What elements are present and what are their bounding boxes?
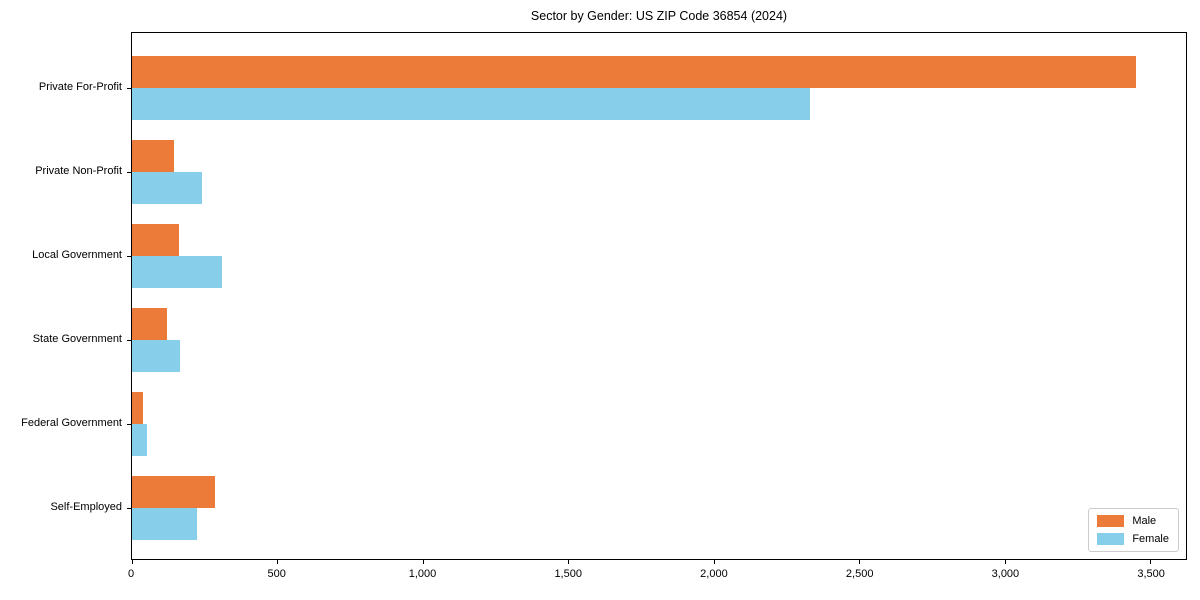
x-tick-label: 1,000 bbox=[408, 568, 437, 580]
bar-female-private-for-profit bbox=[132, 88, 810, 120]
x-tick-mark bbox=[568, 559, 570, 564]
y-tick-mark bbox=[127, 88, 132, 89]
bar-male-state-government bbox=[132, 308, 167, 340]
legend-row-male: Male bbox=[1097, 515, 1169, 527]
x-tick-mark bbox=[713, 559, 715, 564]
y-tick-label: Private For-Profit bbox=[38, 81, 122, 93]
plot-area: Male Female bbox=[127, 32, 1187, 564]
bar-male-federal-government bbox=[132, 392, 143, 424]
y-tick-mark bbox=[127, 340, 132, 341]
legend-swatch-female bbox=[1097, 533, 1125, 545]
x-tick-label: 1,500 bbox=[554, 568, 582, 580]
x-tick-mark bbox=[859, 559, 861, 564]
y-tick-mark bbox=[127, 172, 132, 173]
y-axis-labels: Private For-Profit Private Non-Profit Loca… bbox=[0, 32, 122, 560]
bar-male-self-employed bbox=[132, 476, 215, 508]
x-tick-mark bbox=[277, 559, 279, 564]
y-tick-label: Self-Employed bbox=[50, 501, 122, 513]
bar-female-local-government bbox=[132, 256, 223, 288]
x-tick-mark bbox=[1004, 559, 1006, 564]
legend-swatch-male bbox=[1097, 515, 1125, 527]
chart-title: Sector by Gender: US ZIP Code 36854 (202… bbox=[530, 9, 788, 23]
y-tick-label: Federal Government bbox=[21, 417, 122, 429]
bar-female-state-government bbox=[132, 340, 180, 372]
x-tick-label: 3,500 bbox=[1137, 568, 1165, 580]
bar-male-local-government bbox=[132, 224, 179, 256]
x-tick-mark bbox=[1150, 559, 1152, 564]
bar-male-private-non-profit bbox=[132, 140, 175, 172]
y-tick-mark bbox=[127, 508, 132, 509]
x-tick-label: 3,000 bbox=[991, 568, 1020, 580]
x-tick-label: 2,000 bbox=[700, 568, 728, 580]
legend-row-female: Female bbox=[1097, 533, 1169, 545]
plot-inner bbox=[127, 33, 1186, 564]
y-tick-mark bbox=[127, 256, 132, 257]
legend: Male Female bbox=[1088, 508, 1179, 552]
x-tick-label: 500 bbox=[267, 568, 286, 580]
y-tick-label: Local Government bbox=[32, 249, 122, 261]
legend-label-female: Female bbox=[1132, 533, 1169, 545]
y-tick-label: Private Non-Profit bbox=[35, 165, 122, 177]
x-axis-labels: 0 500 1,000 1,500 2,000 2,500 3,000 3,500 bbox=[127, 560, 1187, 584]
bar-female-self-employed bbox=[132, 508, 198, 540]
bar-female-federal-government bbox=[132, 424, 147, 456]
x-tick-mark bbox=[132, 559, 133, 564]
legend-label-male: Male bbox=[1132, 515, 1157, 527]
y-tick-label: State Government bbox=[32, 333, 122, 345]
bar-female-private-non-profit bbox=[132, 172, 202, 204]
x-tick-label: 0 bbox=[127, 568, 135, 580]
bar-male-private-for-profit bbox=[132, 56, 1136, 88]
x-tick-mark bbox=[422, 559, 424, 564]
x-tick-label: 2,500 bbox=[845, 568, 874, 580]
y-tick-mark bbox=[127, 424, 132, 425]
